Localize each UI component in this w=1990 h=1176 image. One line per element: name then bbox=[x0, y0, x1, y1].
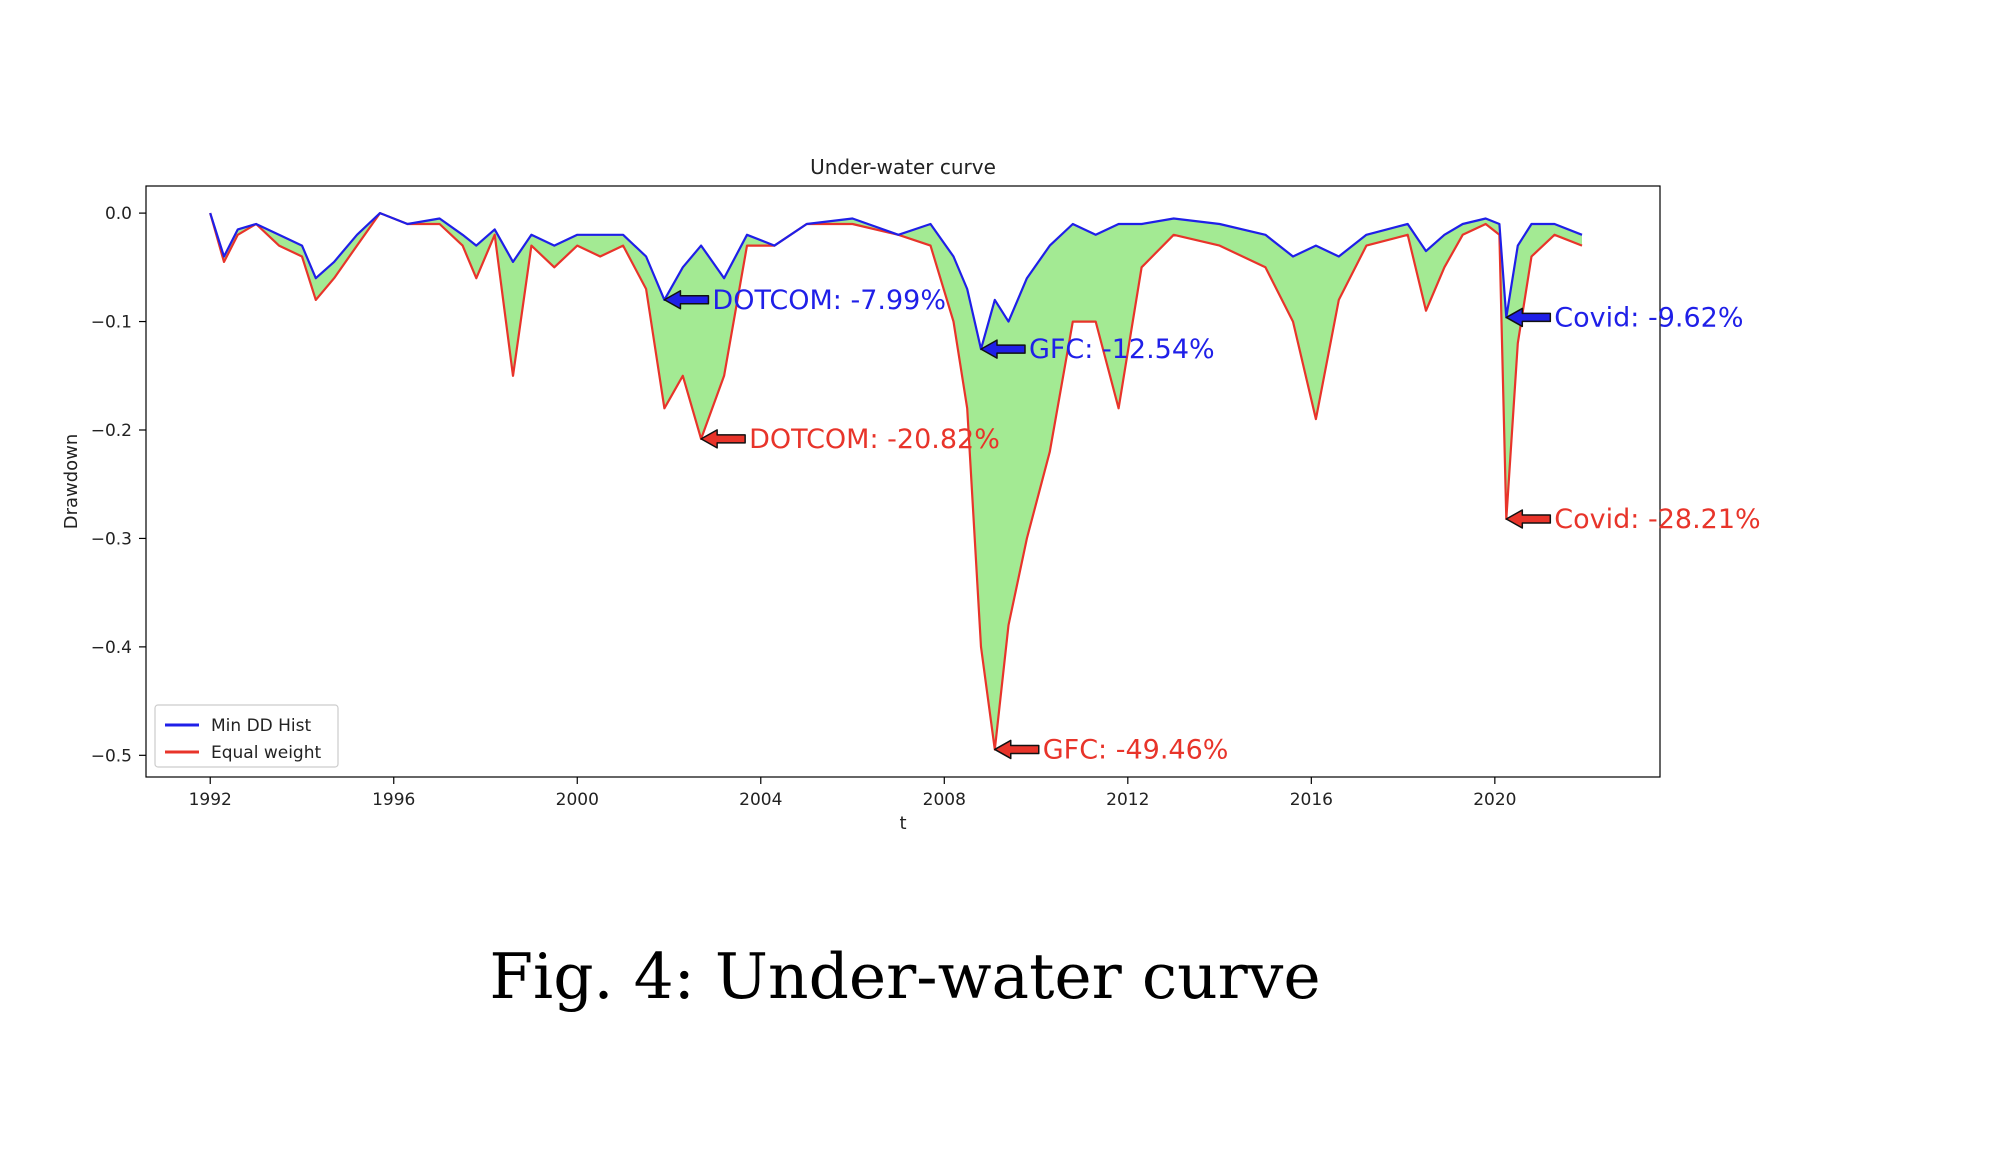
annotation-arrow bbox=[1505, 307, 1552, 328]
x-tick-label: 2012 bbox=[1106, 790, 1149, 810]
y-tick-label: −0.1 bbox=[91, 313, 132, 333]
x-tick-label: 2004 bbox=[739, 790, 782, 810]
y-tick-label: −0.5 bbox=[91, 746, 132, 766]
annotation-label: Covid: -28.21% bbox=[1554, 504, 1760, 535]
x-tick-label: 1992 bbox=[189, 790, 232, 810]
x-axis-label: t bbox=[899, 813, 906, 834]
x-tick-label: 2020 bbox=[1473, 790, 1516, 810]
axes-frame bbox=[145, 185, 1661, 778]
legend-label: Min DD Hist bbox=[211, 716, 312, 736]
annotation-label: Covid: -9.62% bbox=[1554, 302, 1743, 333]
annotation-arrow bbox=[980, 339, 1026, 359]
figure-caption: Fig. 4: Under-water curve bbox=[489, 940, 1321, 1013]
y-tick-label: 0.0 bbox=[105, 204, 132, 224]
y-tick-label: −0.3 bbox=[91, 529, 132, 549]
legend-box bbox=[154, 704, 339, 768]
annotation-arrow bbox=[994, 739, 1040, 760]
x-tick-label: 2000 bbox=[556, 790, 599, 810]
x-tick-label: 2008 bbox=[923, 790, 966, 810]
x-tick-label: 2016 bbox=[1290, 790, 1333, 810]
y-axis-label: Drawdown bbox=[61, 434, 82, 530]
annotation-arrow bbox=[700, 429, 746, 449]
annotation-arrow bbox=[663, 290, 710, 310]
annotation-label: DOTCOM: -7.99% bbox=[712, 285, 946, 316]
annotation-label: GFC: -12.54% bbox=[1029, 334, 1215, 365]
annotation-label: DOTCOM: -20.82% bbox=[749, 424, 1000, 455]
chart-title: Under-water curve bbox=[810, 155, 996, 179]
annotation-label: GFC: -49.46% bbox=[1043, 734, 1229, 765]
y-tick-label: −0.4 bbox=[91, 638, 132, 658]
legend-label: Equal weight bbox=[211, 743, 322, 763]
x-tick-label: 1996 bbox=[372, 790, 415, 810]
series-line-min-dd-hist bbox=[209, 212, 1583, 351]
y-tick-label: −0.2 bbox=[91, 421, 132, 441]
annotation-arrow bbox=[1505, 509, 1552, 529]
